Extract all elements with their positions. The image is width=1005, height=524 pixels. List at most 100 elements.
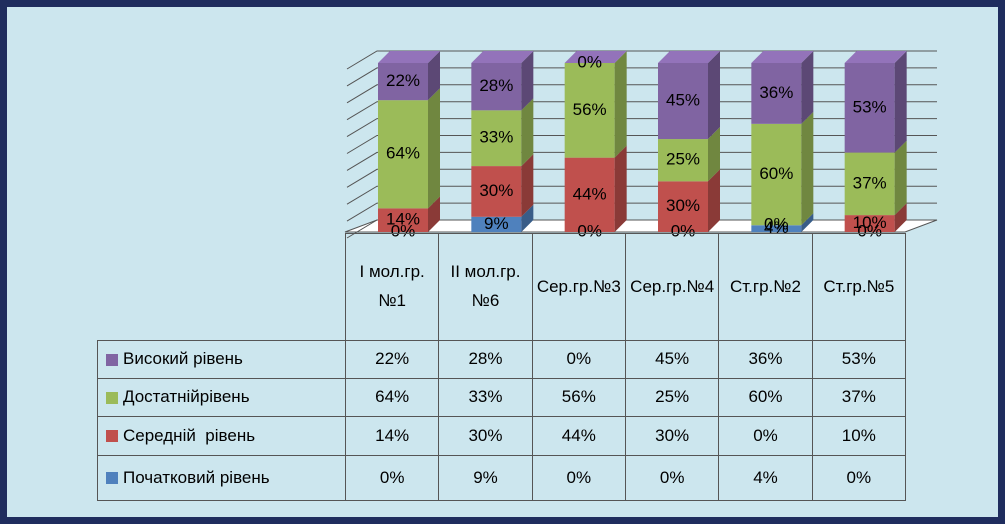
bar-side: [894, 203, 907, 232]
data-label: 64%: [386, 144, 420, 163]
legend-text: Середній рівень: [123, 425, 256, 445]
bar-segment: [844, 215, 895, 232]
grid-line: [346, 84, 937, 104]
bar-segment: [564, 63, 615, 158]
grid-line: [346, 67, 937, 87]
bar-side: [521, 98, 534, 167]
legend-text: Достатнійрівень: [123, 387, 250, 407]
category-label: Ст.гр.№5: [811, 233, 906, 341]
grid-line: [346, 219, 937, 239]
bar-segment: [658, 63, 708, 140]
table-value: 0%: [811, 455, 906, 501]
bar-segment: [378, 100, 428, 209]
legend-swatch: [106, 353, 118, 366]
data-label: 44%: [573, 184, 607, 203]
bar-top: [471, 51, 534, 63]
table-value: 9%: [438, 455, 533, 501]
bar-top: [751, 51, 814, 63]
data-label: 9%: [484, 214, 509, 233]
data-label: 0%: [764, 215, 789, 234]
legend-entry: Середній рівень: [97, 416, 346, 456]
bar-top: [564, 51, 627, 63]
bar-side: [428, 88, 440, 209]
table-value: 22%: [345, 340, 440, 379]
bar-segment: [471, 166, 522, 217]
data-label: 30%: [479, 181, 513, 200]
legend-entry: Достатнійрівень: [97, 378, 346, 417]
table-value: 0%: [625, 455, 720, 501]
data-label: 0%: [391, 221, 416, 240]
table-value: 30%: [625, 416, 720, 456]
table-value: 0%: [531, 455, 626, 501]
category-label: I мол.гр.№1: [345, 233, 440, 341]
bar-top: [844, 51, 907, 63]
bar-side: [894, 140, 907, 216]
bar-top: [378, 51, 440, 63]
category-label: Сер.гр.№3: [531, 233, 626, 341]
grid-line: [346, 151, 937, 171]
legend-swatch: [106, 391, 118, 404]
table-value: 28%: [438, 340, 533, 379]
bar-side: [428, 196, 440, 232]
grid-line: [346, 101, 937, 121]
table-value: 56%: [531, 378, 626, 417]
table-value: 4%: [718, 455, 813, 501]
table-value: 14%: [345, 416, 440, 456]
grid-line: [346, 185, 937, 205]
table-value: 10%: [811, 416, 906, 456]
bar-segment: [471, 216, 522, 232]
bar-side: [801, 111, 814, 226]
category-label: Ст.гр.№2: [718, 233, 813, 341]
table-value: 0%: [345, 455, 440, 501]
legend-entry: Початковий рівень: [97, 455, 346, 501]
bar-segment: [564, 157, 615, 232]
data-label: 45%: [666, 91, 700, 110]
data-label: 10%: [853, 213, 887, 232]
bar-segment: [844, 152, 895, 216]
data-label: 0%: [577, 52, 602, 71]
table-value: 45%: [625, 340, 720, 379]
table-value: 30%: [438, 416, 533, 456]
data-label: 56%: [573, 100, 607, 119]
bar-top: [658, 51, 720, 63]
bar-segment: [658, 139, 708, 182]
bar-segment: [471, 110, 522, 167]
bar-side: [428, 51, 440, 101]
legend-swatch: [106, 472, 118, 484]
grid-line: [346, 50, 937, 70]
table-value: 0%: [531, 340, 626, 379]
table-value: 0%: [718, 416, 813, 456]
bar-side: [614, 51, 627, 158]
table-value: 44%: [531, 416, 626, 456]
legend-text: Початковий рівень: [123, 467, 270, 487]
legend-swatch: [106, 430, 118, 442]
legend-text: Високий рівень: [123, 349, 243, 369]
bar-segment: [378, 208, 428, 232]
table-value: 37%: [811, 378, 906, 417]
bar-side: [801, 213, 814, 232]
bar-segment: [751, 123, 802, 226]
table-value: 53%: [811, 340, 906, 379]
bar-segment: [471, 63, 522, 111]
data-label: 36%: [759, 83, 793, 102]
data-label: 0%: [577, 221, 602, 240]
data-label: 0%: [671, 221, 696, 240]
data-label: 30%: [666, 196, 700, 215]
table-value: 25%: [625, 378, 720, 417]
data-label: 14%: [386, 210, 420, 229]
data-label: 0%: [857, 221, 882, 240]
bar-side: [801, 51, 814, 124]
legend-entry: Високий рівень: [97, 340, 346, 379]
data-label: 37%: [853, 173, 887, 192]
data-label: 28%: [479, 76, 513, 95]
category-label: Сер.гр.№4: [625, 233, 720, 341]
bar-side: [521, 204, 534, 232]
bar-segment: [751, 225, 802, 232]
grid-line: [346, 135, 937, 154]
table-value: 60%: [718, 378, 813, 417]
bar-segment: [751, 63, 802, 124]
bar-side: [708, 169, 720, 232]
grid-line: [346, 202, 937, 222]
